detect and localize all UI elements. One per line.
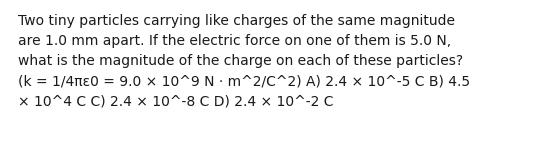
Text: Two tiny particles carrying like charges of the same magnitude
are 1.0 mm apart.: Two tiny particles carrying like charges…	[18, 14, 470, 108]
